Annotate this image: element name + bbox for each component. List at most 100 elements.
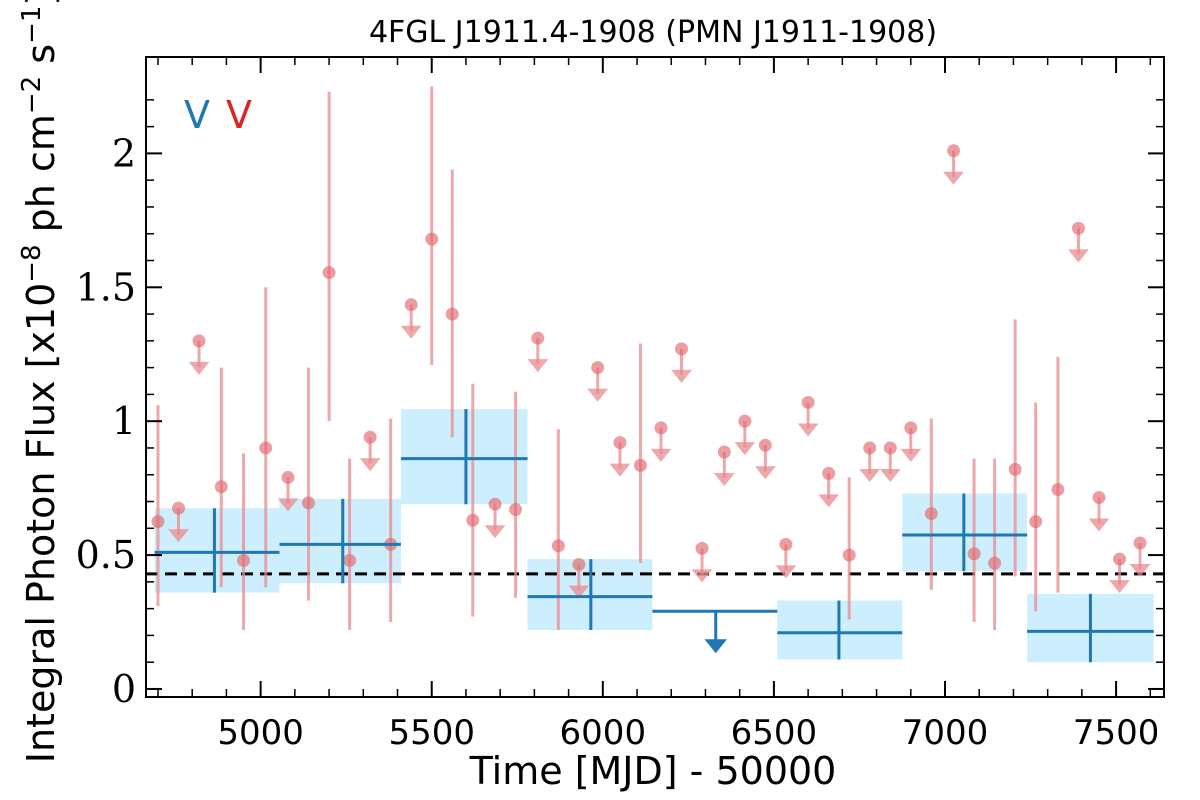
y-axis-label-exp2: −2: [17, 76, 47, 114]
coarse-bin-band: [154, 508, 280, 593]
x-axis-label: Time [MJD] - 50000: [469, 749, 837, 793]
y-tick-label: 0.5: [76, 533, 136, 577]
upper-limit-arrow-head: [818, 494, 840, 508]
flux-point: [1029, 515, 1043, 529]
flux-point: [591, 361, 605, 375]
upper-limit-arrow-head: [359, 458, 381, 472]
upper-limit-arrow-head: [650, 448, 672, 462]
upper-limit-arrow-head: [859, 468, 881, 482]
y-axis-label-exp3: −1: [17, 6, 47, 44]
y-axis-label-mid2: s: [19, 44, 63, 76]
upper-limit-arrow-head: [943, 171, 964, 185]
flux-point: [192, 334, 206, 348]
upper-limit-arrow-head: [609, 463, 631, 477]
flux-point: [363, 430, 377, 444]
flux-point: [801, 395, 815, 409]
upper-limit-arrow-head: [713, 472, 735, 486]
upper-limit-arrow-head: [754, 466, 776, 480]
upper-limit-arrow-head: [1068, 249, 1089, 263]
upper-limit-arrow-head: [775, 565, 797, 579]
series-marker-label: V: [226, 93, 252, 137]
x-tick-label: 7500: [1073, 713, 1160, 753]
flux-point: [675, 342, 689, 356]
y-tick-label: 0: [112, 667, 136, 711]
flux-point: [1071, 221, 1085, 235]
y-axis-label-suffix: ]: [19, 0, 63, 6]
flux-point: [1051, 482, 1065, 496]
upper-limit-arrow-head: [671, 369, 692, 383]
y-axis-label-mid: ph cm: [19, 114, 63, 244]
plot-frame: [145, 56, 1165, 698]
flux-point: [654, 421, 668, 435]
upper-limit-arrow-head: [900, 448, 922, 462]
flux-point: [488, 497, 502, 511]
flux-point: [1092, 491, 1106, 505]
series-marker-label: V: [184, 93, 210, 137]
axis-ticks: [146, 57, 1164, 697]
y-axis-label: Integral Photon Flux [x10−8 ph cm−2 s−1]: [17, 0, 63, 763]
y-axis-label-prefix: Integral Photon Flux [x10: [19, 283, 63, 764]
flux-point: [863, 441, 877, 455]
upper-limit-arrow-head: [400, 325, 422, 339]
flux-point: [883, 441, 897, 455]
y-axis-label-exp1: −8: [17, 244, 47, 282]
flux-point: [613, 436, 627, 450]
upper-limit-arrow-head: [168, 529, 189, 543]
flux-point: [1133, 536, 1147, 550]
flux-point: [445, 307, 459, 321]
y-tick-label: 1.5: [76, 265, 136, 309]
flux-point: [172, 501, 186, 515]
flux-point: [302, 496, 316, 510]
flux-point: [988, 556, 1002, 570]
x-tick-label: 5000: [217, 713, 304, 753]
flux-point: [531, 331, 545, 345]
flux-point: [551, 539, 565, 553]
upper-limit-arrow-head: [484, 525, 506, 539]
flux-point: [572, 557, 586, 571]
flux-point: [322, 266, 336, 280]
flux-point: [967, 547, 981, 561]
flux-point: [842, 548, 856, 562]
flux-point: [151, 515, 165, 529]
upper-limit-arrow-head: [587, 388, 609, 402]
y-tick-label: 2: [112, 131, 136, 175]
fine-binned-flux-series: [151, 86, 1151, 631]
flux-point: [695, 541, 709, 555]
flux-point: [779, 537, 793, 551]
y-tick-labels: 0 0.5 1 1.5 2: [76, 131, 136, 711]
upper-limit-arrow-head: [277, 498, 299, 512]
coarse-bin-band: [400, 409, 528, 505]
flux-point: [237, 553, 251, 567]
flux-point: [717, 445, 731, 459]
upper-limit-arrow-head: [1088, 518, 1110, 532]
flux-point: [281, 470, 295, 484]
binned-upper-limit-arrow-head: [704, 639, 727, 654]
x-tick-labels: 5000 5500 6000 6500 7000 7500: [217, 713, 1159, 753]
coarse-binned-flux-series: [154, 409, 1154, 663]
upper-limit-arrow-head: [527, 359, 549, 373]
upper-limit-arrow-head: [797, 423, 819, 437]
x-tick-label: 6000: [560, 713, 647, 753]
y-tick-label: 1: [112, 399, 136, 443]
flux-point: [1113, 552, 1127, 566]
flux-point: [924, 507, 938, 521]
flux-point: [425, 232, 439, 246]
flux-point: [904, 421, 918, 435]
x-tick-label: 6500: [731, 713, 818, 753]
flux-point: [509, 503, 523, 517]
flux-point: [1008, 462, 1022, 476]
chart-title: 4FGL J1911.4-1908 (PMN J1911-1908): [369, 15, 937, 50]
upper-limit-arrow-head: [188, 361, 210, 375]
flux-point: [214, 480, 228, 494]
flux-point: [758, 438, 772, 452]
flux-point: [633, 458, 647, 472]
x-tick-label: 5500: [388, 713, 475, 753]
flux-point: [404, 298, 418, 312]
flux-point: [738, 414, 752, 428]
flux-point: [343, 553, 357, 567]
upper-limit-arrow-head: [568, 585, 590, 599]
upper-limit-arrow-head: [691, 569, 713, 583]
upper-limit-arrow-head: [1129, 564, 1151, 578]
